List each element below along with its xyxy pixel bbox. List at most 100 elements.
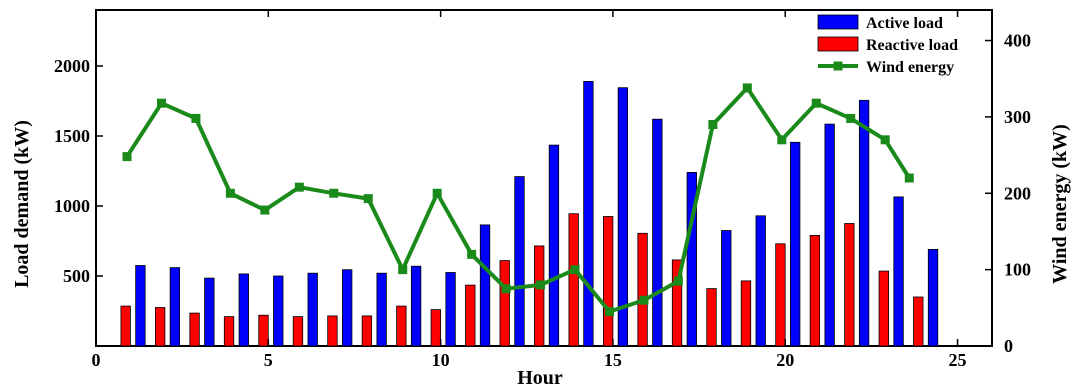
- reactive-load-bar: [361, 315, 373, 347]
- reactive-load-bar: [499, 260, 510, 347]
- active-load-bar: [583, 81, 594, 347]
- active-load-bar: [204, 277, 215, 347]
- bars: [120, 81, 939, 347]
- wind-energy-point: [673, 276, 683, 286]
- wind-energy-point: [880, 135, 890, 145]
- wind-energy-point: [811, 98, 821, 108]
- reactive-load-bar: [740, 280, 752, 347]
- active-load-bar: [376, 272, 387, 347]
- active-load-bar: [169, 267, 181, 347]
- x-tick-label: 25: [949, 350, 967, 370]
- y-right-tick-label: 100: [1004, 260, 1031, 280]
- wind-energy-point: [225, 188, 235, 198]
- y-left-tick-label: 500: [63, 266, 90, 286]
- active-load-bar: [927, 248, 939, 347]
- y-right-tick-label: 400: [1004, 31, 1031, 51]
- reactive-load-bar: [120, 305, 131, 347]
- y-right-tick-label: 300: [1004, 107, 1031, 127]
- reactive-load-bar: [223, 316, 235, 347]
- wind-energy-point: [742, 83, 752, 93]
- legend-swatch: [817, 14, 859, 30]
- reactive-load-bar: [775, 243, 786, 347]
- active-load-bar: [893, 196, 904, 347]
- wind-energy-point: [191, 113, 201, 123]
- reactive-load-bar: [189, 312, 200, 347]
- wind-energy-polyline: [125, 85, 911, 314]
- reactive-load-bar: [913, 296, 924, 347]
- active-load-bar: [686, 171, 697, 347]
- wind-energy-point: [639, 295, 649, 305]
- legend-label: Wind energy: [866, 59, 954, 76]
- active-load-bar: [790, 141, 801, 347]
- wind-energy-point: [329, 188, 339, 198]
- legend-marker: [833, 61, 843, 71]
- y-left-tick-label: 1000: [54, 196, 90, 216]
- active-load-bar: [342, 269, 353, 347]
- active-load-bar: [445, 272, 456, 347]
- y-left-axis-title: Load demand (kW): [11, 120, 33, 288]
- active-load-bar: [238, 273, 249, 347]
- active-load-bar: [273, 275, 284, 347]
- wind-energy-point: [570, 265, 580, 275]
- reactive-load-bar: [568, 213, 579, 347]
- active-load-bar: [617, 87, 629, 347]
- reactive-load-bar: [878, 270, 889, 347]
- active-load-bar: [135, 265, 146, 347]
- x-tick-label: 10: [432, 350, 450, 370]
- wind-energy-point: [122, 152, 132, 162]
- wind-energy-point: [398, 265, 408, 275]
- wind-energy-point: [604, 307, 614, 317]
- reactive-load-bar: [706, 288, 717, 347]
- active-load-bar: [307, 272, 318, 347]
- wind-energy-point: [260, 205, 270, 215]
- reactive-load-bar: [292, 316, 304, 347]
- x-tick-label: 0: [92, 350, 101, 370]
- active-load-bar: [721, 230, 732, 347]
- y-left-tick-label: 1500: [54, 126, 90, 146]
- reactive-load-bar: [637, 232, 648, 347]
- reactive-load-bar: [430, 309, 441, 347]
- legend-swatch: [817, 36, 859, 52]
- y-right-tick-label: 200: [1004, 183, 1031, 203]
- wind-energy-point: [536, 280, 546, 290]
- wind-energy-point: [708, 120, 718, 130]
- reactive-load-bar: [465, 284, 476, 347]
- x-axis-title: Hour: [517, 367, 563, 389]
- legend-label: Reactive load: [866, 37, 958, 54]
- wind-energy-point: [294, 182, 304, 192]
- reactive-load-bar: [258, 314, 269, 347]
- reactive-load-bar: [327, 315, 338, 347]
- reactive-load-bar: [396, 305, 407, 347]
- x-tick-label: 15: [604, 350, 622, 370]
- y-right-axis-title: Wind energy (kW): [1049, 124, 1071, 284]
- wind-energy-point: [501, 284, 511, 294]
- wind-energy-line: [122, 83, 914, 317]
- wind-energy-point: [363, 194, 373, 204]
- reactive-load-bar: [154, 307, 166, 347]
- active-load-bar: [479, 224, 491, 347]
- wind-energy-point: [467, 249, 477, 259]
- reactive-load-bar: [844, 223, 855, 347]
- legend: Active load Reactive load Wind energy: [817, 14, 958, 76]
- x-tick-label: 5: [264, 350, 273, 370]
- wind-energy-point: [777, 135, 787, 145]
- active-load-bar: [755, 215, 766, 347]
- reactive-load-bar: [534, 245, 545, 347]
- x-tick-label: 20: [776, 350, 794, 370]
- active-load-bar: [514, 176, 525, 347]
- reactive-load-bar: [809, 234, 821, 347]
- reactive-load-bar: [671, 259, 683, 347]
- wind-energy-point: [156, 98, 166, 108]
- active-load-bar: [652, 118, 663, 347]
- active-load-bar: [410, 265, 422, 347]
- wind-energy-point: [846, 113, 856, 123]
- axes: 0 5 10 15 20 25 500 1000 1500 2000 0 100 200 300 400: [54, 10, 1031, 370]
- y-left-tick-label: 2000: [54, 56, 90, 76]
- active-load-bar: [858, 99, 870, 347]
- y-right-tick-label: 0: [1004, 336, 1013, 356]
- wind-energy-point: [432, 188, 442, 198]
- wind-energy-point: [904, 173, 914, 183]
- active-load-bar: [824, 123, 835, 347]
- legend-label: Active load: [866, 15, 943, 32]
